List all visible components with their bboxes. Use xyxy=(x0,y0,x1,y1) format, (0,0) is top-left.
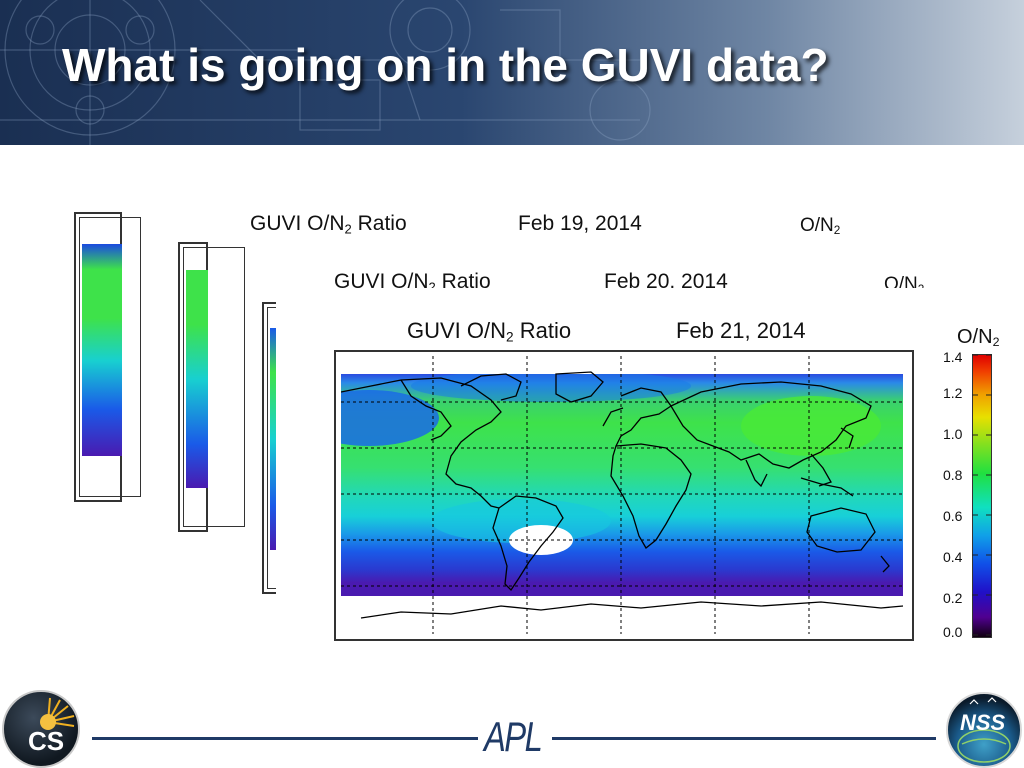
frame-date-feb20: Feb 20, 2014 xyxy=(604,270,728,293)
nss-logo-text: NSS xyxy=(960,710,1006,735)
colorbar-tick-label: 1.0 xyxy=(943,426,963,442)
low-ratio-region-west xyxy=(341,390,439,446)
map-strip-feb19 xyxy=(82,244,122,456)
frame-legend-feb19: O/N2 xyxy=(800,215,841,237)
colorbar-tick-label: 0.2 xyxy=(943,590,963,606)
nss-logo-badge: NSS xyxy=(946,692,1022,768)
high-ratio-region-asia xyxy=(741,396,881,456)
apl-logo: APL xyxy=(484,713,543,760)
map-strip-back-3 xyxy=(270,328,280,550)
slide-title: What is going on in the GUVI data? xyxy=(62,39,829,91)
cs-logo-text: CS xyxy=(28,726,65,756)
main-map xyxy=(341,356,904,634)
colorbar-tick-label: 0.6 xyxy=(943,508,963,524)
graticule xyxy=(341,356,903,634)
colorbar-tick-label: 1.4 xyxy=(943,349,963,365)
frame-date-feb19: Feb 19, 2014 xyxy=(518,212,642,235)
colorbar-tick-label: 0.8 xyxy=(943,467,963,483)
frame-title-feb19: GUVI O/N2 Ratio xyxy=(250,212,407,237)
frame-title-feb21: GUVI O/N2 Ratio xyxy=(407,318,572,345)
colorbar-tick-label: 0.0 xyxy=(943,624,963,640)
frame-title-feb20: GUVI O/N2 Ratio xyxy=(334,270,491,295)
frame-date-feb21: Feb 21, 2014 xyxy=(676,318,806,343)
footer-line-right xyxy=(552,737,936,740)
colorbar-tick-label: 1.2 xyxy=(943,385,963,401)
footer-line-left xyxy=(92,737,478,740)
blueprint-decoration xyxy=(0,0,651,145)
colorbar-ticks xyxy=(972,354,992,636)
cs-logo-badge: CS xyxy=(2,690,80,768)
map-box-feb19 xyxy=(74,212,141,502)
slide-header: What is going on in the GUVI data? xyxy=(0,0,1024,145)
sunburst-icon xyxy=(40,697,75,730)
colorbar-title: O/N2 xyxy=(957,326,1000,350)
coastlines xyxy=(341,371,904,619)
low-ratio-region-north xyxy=(411,370,691,402)
globe-icon xyxy=(957,697,1011,763)
map-box-feb20 xyxy=(178,242,245,532)
colorbar-tick-label: 0.4 xyxy=(943,549,963,565)
colorbar xyxy=(972,354,992,638)
map-strip-feb20 xyxy=(186,270,208,488)
